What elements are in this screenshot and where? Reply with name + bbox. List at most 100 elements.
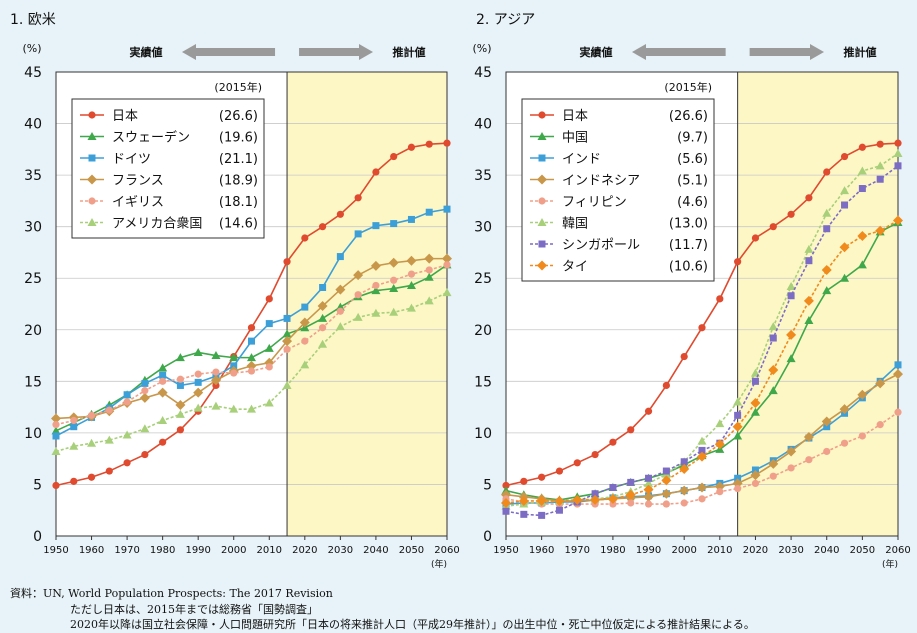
data-point	[283, 258, 291, 266]
data-point	[768, 386, 778, 395]
data-point	[210, 375, 221, 386]
data-point	[193, 387, 204, 398]
data-point	[787, 292, 795, 300]
legend-value: (21.1)	[219, 152, 258, 167]
series-5	[52, 261, 451, 429]
data-point	[572, 494, 583, 505]
data-point	[555, 467, 564, 475]
legend-value: (26.6)	[219, 109, 258, 124]
data-point	[733, 397, 743, 406]
data-point	[894, 139, 902, 147]
data-point	[858, 143, 866, 151]
data-point	[370, 260, 381, 271]
data-point	[538, 473, 546, 481]
y-axis-unit: (%)	[22, 42, 41, 55]
data-point	[390, 220, 398, 228]
data-point	[520, 477, 528, 485]
legend-value: (14.6)	[219, 217, 258, 232]
data-point	[751, 479, 760, 488]
data-point	[822, 286, 832, 295]
plot-frame	[55, 71, 448, 537]
data-point	[893, 148, 903, 157]
data-point	[87, 473, 96, 481]
left-arrow-icon	[182, 44, 276, 60]
data-point	[662, 381, 670, 390]
legend-item: ドイツ (21.1)	[80, 152, 258, 167]
data-point	[786, 446, 797, 457]
data-point	[536, 495, 547, 506]
data-point	[247, 353, 256, 362]
data-point	[893, 369, 903, 380]
data-point	[372, 222, 380, 230]
y-tick-label: 25	[474, 271, 492, 287]
data-point	[662, 467, 670, 475]
data-point	[591, 490, 599, 498]
data-point	[317, 301, 328, 312]
legend-label: イギリス	[112, 195, 164, 210]
series-8	[501, 215, 903, 509]
data-point	[554, 495, 565, 506]
data-point	[769, 334, 777, 342]
data-point	[69, 441, 79, 450]
data-point	[141, 387, 149, 395]
data-point	[734, 258, 742, 266]
legend-label: 日本	[562, 109, 588, 124]
x-tick-label: 1990	[185, 545, 210, 556]
footnote-line3: 2020年以降は国立社会保障・人口問題研究所「日本の将来推計人口（平成29年推計…	[70, 618, 755, 631]
data-point	[283, 314, 291, 322]
data-point	[335, 322, 345, 331]
data-point	[283, 345, 291, 353]
data-point	[336, 307, 344, 315]
data-point	[246, 360, 257, 371]
x-tick-label: 2040	[363, 545, 388, 556]
data-point	[390, 276, 398, 284]
data-point	[840, 186, 850, 195]
data-point	[751, 466, 759, 474]
data-point	[840, 152, 849, 161]
series-line	[505, 165, 899, 517]
x-tick-label: 2050	[850, 545, 875, 556]
data-point	[520, 510, 528, 518]
data-point	[786, 281, 796, 290]
legend-title: (2015年)	[214, 80, 262, 94]
legend-value: (9.7)	[677, 131, 708, 146]
data-point	[732, 478, 743, 489]
series-6	[51, 288, 452, 455]
data-point	[389, 307, 399, 316]
projected-label: 推計値	[844, 45, 877, 59]
legend-value: (5.1)	[677, 174, 708, 189]
y-tick-label: 45	[474, 65, 492, 81]
series-1	[52, 139, 451, 490]
x-tick-label: 2060	[885, 545, 910, 556]
data-point	[443, 261, 451, 269]
legend-label: シンガポール	[562, 238, 640, 253]
data-point	[680, 352, 688, 361]
data-point	[141, 379, 149, 387]
legend-marker	[87, 132, 97, 140]
legend-label: フィリピン	[562, 195, 627, 210]
data-point	[105, 467, 113, 475]
data-point	[697, 451, 707, 462]
y-tick-label: 35	[474, 168, 492, 184]
data-point	[406, 280, 416, 289]
data-point	[698, 446, 706, 454]
data-point	[70, 423, 78, 431]
data-point	[248, 337, 255, 345]
legend-marker	[87, 174, 97, 185]
data-point	[750, 397, 761, 408]
data-point	[406, 255, 417, 266]
data-point	[518, 495, 529, 506]
data-point	[175, 409, 185, 418]
data-point	[318, 339, 328, 348]
data-point	[680, 458, 688, 466]
data-point	[425, 266, 433, 274]
data-point	[750, 407, 760, 416]
data-point	[894, 408, 902, 416]
data-point	[212, 368, 220, 376]
data-point	[734, 484, 742, 493]
data-point	[104, 435, 114, 444]
data-point	[336, 210, 344, 218]
data-point	[609, 484, 617, 492]
data-point	[768, 322, 778, 331]
legend-item: 日本 (26.6)	[80, 109, 258, 124]
